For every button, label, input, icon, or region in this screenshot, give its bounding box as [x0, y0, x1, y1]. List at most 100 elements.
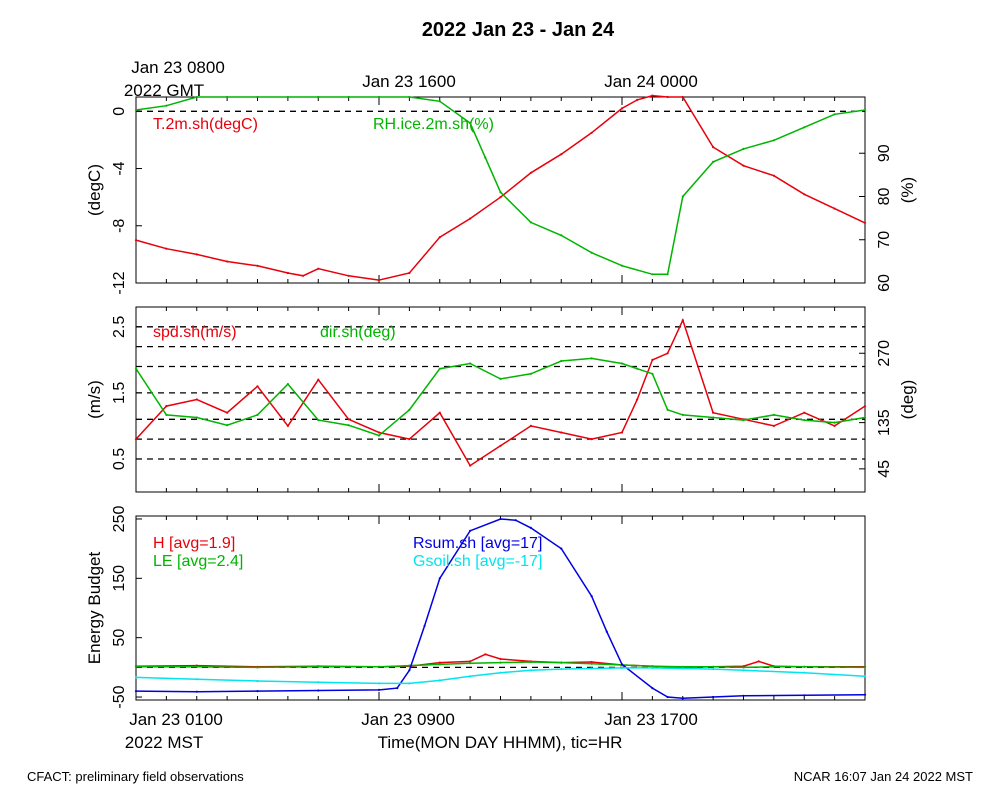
- y-tick-label: 250: [111, 506, 128, 533]
- series-line-red: [135, 94, 866, 281]
- data-point: [256, 264, 259, 267]
- data-point: [408, 669, 411, 672]
- data-point: [499, 671, 502, 674]
- data-point: [651, 273, 654, 276]
- data-point: [317, 419, 320, 422]
- data-point: [742, 666, 745, 669]
- data-point: [165, 405, 168, 408]
- data-point: [651, 687, 654, 690]
- data-point: [590, 438, 593, 441]
- data-point: [317, 378, 320, 381]
- data-point: [484, 156, 487, 159]
- data-point: [803, 193, 806, 196]
- chart-title: 2022 Jan 23 - Jan 24: [422, 19, 615, 41]
- data-point: [438, 236, 441, 239]
- data-point: [620, 663, 624, 666]
- data-point: [742, 694, 745, 697]
- top-axis-tick-label: Jan 23 0800: [131, 58, 225, 77]
- data-point: [742, 164, 745, 167]
- data-point: [681, 95, 684, 99]
- data-point: [377, 682, 381, 685]
- data-point: [499, 191, 502, 194]
- legend-label: LE [avg=2.4]: [153, 553, 243, 570]
- data-point: [620, 264, 624, 267]
- data-point: [226, 424, 229, 427]
- data-point: [165, 247, 168, 250]
- data-point: [651, 94, 654, 97]
- data-point: [347, 95, 350, 99]
- y-tick-label: -50: [111, 685, 128, 708]
- data-point: [712, 411, 715, 414]
- data-point: [438, 367, 441, 370]
- data-point: [529, 526, 533, 530]
- data-point: [772, 174, 776, 177]
- data-point: [757, 660, 760, 663]
- data-point: [347, 418, 350, 421]
- data-point: [712, 160, 715, 163]
- data-point: [377, 431, 381, 434]
- series-line-green: [136, 661, 866, 669]
- data-point: [469, 660, 472, 663]
- data-point: [256, 666, 259, 669]
- y-tick-label: -12: [111, 271, 128, 294]
- data-point: [666, 95, 669, 99]
- data-point: [742, 669, 745, 672]
- data-point: [833, 113, 836, 116]
- data-point: [195, 678, 198, 681]
- data-point: [195, 398, 198, 401]
- data-point: [195, 665, 198, 668]
- data-point: [605, 630, 608, 633]
- data-point: [590, 131, 593, 134]
- data-point: [529, 669, 533, 672]
- data-point: [134, 367, 138, 370]
- y-right-tick-label: 270: [876, 340, 893, 367]
- data-point: [195, 690, 198, 693]
- data-point: [499, 517, 502, 521]
- data-point: [863, 405, 867, 408]
- series-line-blue: [135, 518, 866, 699]
- data-point: [529, 171, 533, 174]
- data-point: [438, 577, 441, 580]
- legend-label: T.2m.sh(degC): [153, 116, 258, 133]
- data-point: [803, 671, 806, 674]
- series-line-cyan: [135, 667, 866, 685]
- data-point: [286, 95, 289, 99]
- data-point: [681, 667, 684, 670]
- data-point: [195, 95, 198, 99]
- data-point: [803, 694, 806, 697]
- data-point: [560, 234, 563, 237]
- data-point: [408, 408, 411, 411]
- top-axis-tick-label: Jan 23 1600: [362, 72, 456, 91]
- data-point: [438, 411, 441, 414]
- data-point: [195, 253, 198, 256]
- data-point: [863, 221, 867, 224]
- y-tick-label: 50: [111, 629, 128, 647]
- data-point: [256, 690, 259, 693]
- data-point: [863, 416, 867, 419]
- data-point: [651, 358, 654, 361]
- data-point: [590, 667, 593, 670]
- data-point: [803, 419, 806, 422]
- y-tick-label: -4: [111, 161, 128, 175]
- data-point: [499, 657, 502, 661]
- data-point: [469, 662, 472, 665]
- data-point: [666, 408, 669, 411]
- data-point: [742, 419, 745, 422]
- data-point: [286, 383, 289, 386]
- data-point: [469, 362, 472, 365]
- data-point: [423, 624, 426, 627]
- top-axis-tick-label: Jan 24 0000: [604, 72, 698, 91]
- data-point: [408, 664, 411, 667]
- data-point: [803, 126, 806, 129]
- data-point: [529, 424, 533, 427]
- y-tick-label: 150: [111, 565, 128, 592]
- data-point: [286, 271, 289, 275]
- data-point: [590, 660, 593, 664]
- data-point: [620, 362, 624, 365]
- data-point: [833, 421, 836, 424]
- data-point: [863, 693, 867, 696]
- data-point: [499, 444, 502, 447]
- data-point: [347, 424, 350, 427]
- data-point: [651, 665, 654, 668]
- data-point: [317, 689, 320, 692]
